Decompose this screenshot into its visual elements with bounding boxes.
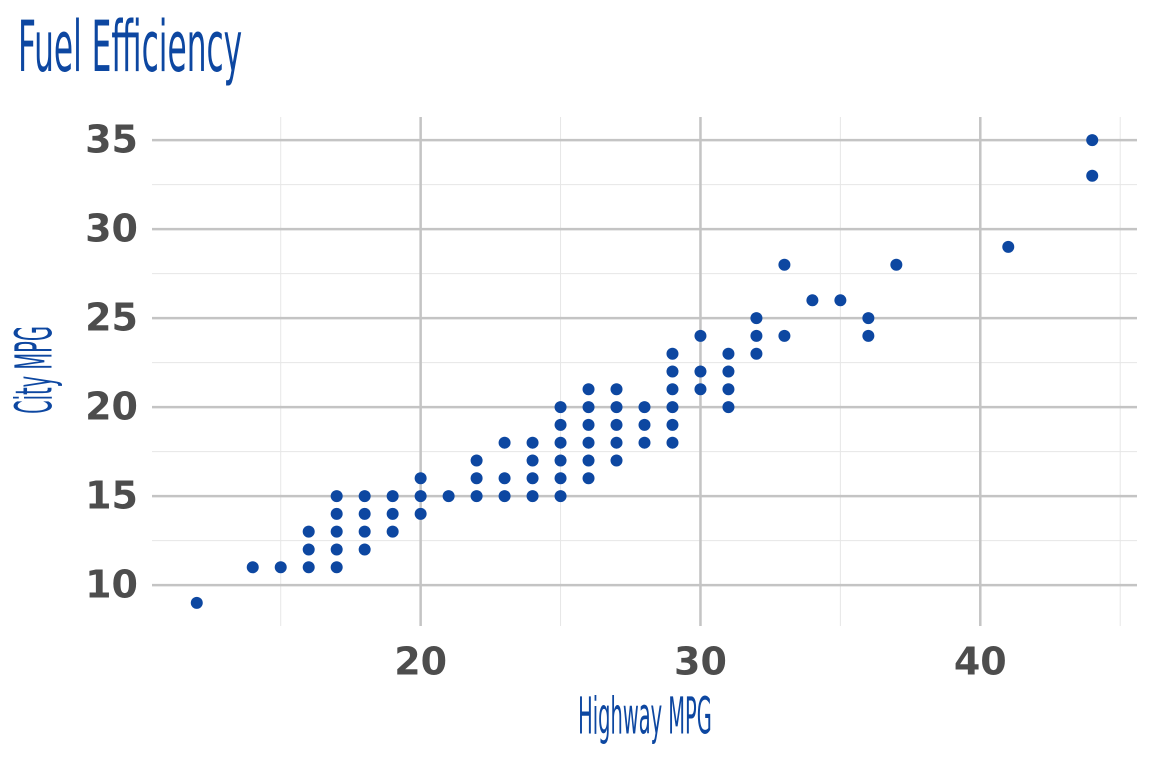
point bbox=[470, 454, 483, 467]
point bbox=[330, 543, 343, 556]
point bbox=[526, 436, 539, 449]
point bbox=[526, 490, 539, 503]
point bbox=[386, 490, 399, 503]
x-tick-label: 20 bbox=[394, 640, 447, 684]
point bbox=[610, 454, 623, 467]
y-tick-label: 15 bbox=[85, 474, 138, 518]
point bbox=[750, 312, 763, 325]
point bbox=[190, 596, 203, 609]
point bbox=[890, 258, 903, 271]
y-tick-label: 30 bbox=[85, 207, 138, 251]
point bbox=[358, 543, 371, 556]
point bbox=[834, 294, 847, 307]
y-axis-label: City MPG bbox=[6, 326, 64, 414]
point bbox=[666, 436, 679, 449]
y-tick-label: 35 bbox=[85, 118, 138, 162]
point bbox=[470, 472, 483, 485]
point bbox=[610, 418, 623, 431]
point bbox=[582, 418, 595, 431]
point bbox=[330, 561, 343, 574]
point bbox=[414, 490, 427, 503]
point bbox=[330, 507, 343, 520]
y-tick-label: 20 bbox=[85, 385, 138, 429]
point bbox=[666, 383, 679, 396]
y-tick-label: 10 bbox=[85, 563, 138, 607]
x-tick-label: 40 bbox=[954, 640, 1007, 684]
point bbox=[554, 490, 567, 503]
y-tick-label: 25 bbox=[85, 296, 138, 340]
point bbox=[778, 329, 791, 342]
point bbox=[554, 454, 567, 467]
point bbox=[806, 294, 819, 307]
point bbox=[666, 347, 679, 360]
point bbox=[330, 525, 343, 538]
point bbox=[610, 383, 623, 396]
point bbox=[554, 401, 567, 414]
point bbox=[778, 258, 791, 271]
point bbox=[554, 418, 567, 431]
point bbox=[666, 365, 679, 378]
point bbox=[1086, 134, 1099, 147]
point bbox=[498, 490, 511, 503]
point bbox=[498, 472, 511, 485]
point bbox=[442, 490, 455, 503]
point bbox=[694, 329, 707, 342]
point bbox=[274, 561, 287, 574]
point bbox=[498, 436, 511, 449]
point bbox=[470, 490, 483, 503]
point bbox=[722, 347, 735, 360]
point bbox=[666, 418, 679, 431]
point bbox=[722, 365, 735, 378]
point bbox=[526, 472, 539, 485]
point bbox=[1002, 240, 1015, 253]
point bbox=[722, 383, 735, 396]
point bbox=[638, 436, 651, 449]
point bbox=[1086, 169, 1099, 182]
point bbox=[302, 525, 315, 538]
point bbox=[358, 525, 371, 538]
point bbox=[554, 472, 567, 485]
point bbox=[694, 365, 707, 378]
point bbox=[862, 329, 875, 342]
point bbox=[722, 401, 735, 414]
point bbox=[638, 418, 651, 431]
point bbox=[414, 507, 427, 520]
point bbox=[610, 436, 623, 449]
point bbox=[638, 401, 651, 414]
point bbox=[554, 436, 567, 449]
x-axis-label: Highway MPG bbox=[578, 688, 712, 746]
point bbox=[582, 401, 595, 414]
point bbox=[302, 561, 315, 574]
point bbox=[386, 525, 399, 538]
point bbox=[386, 507, 399, 520]
point bbox=[582, 383, 595, 396]
point bbox=[582, 436, 595, 449]
point bbox=[750, 329, 763, 342]
point bbox=[246, 561, 259, 574]
point bbox=[526, 454, 539, 467]
point bbox=[330, 490, 343, 503]
point bbox=[414, 472, 427, 485]
point bbox=[358, 490, 371, 503]
x-tick-label: 30 bbox=[674, 640, 727, 684]
point bbox=[610, 401, 623, 414]
point bbox=[694, 383, 707, 396]
point bbox=[358, 507, 371, 520]
point bbox=[750, 347, 763, 360]
point bbox=[666, 401, 679, 414]
point bbox=[302, 543, 315, 556]
point bbox=[582, 454, 595, 467]
chart-title: Fuel Efficiency bbox=[18, 8, 242, 89]
point bbox=[582, 472, 595, 485]
point bbox=[862, 312, 875, 325]
